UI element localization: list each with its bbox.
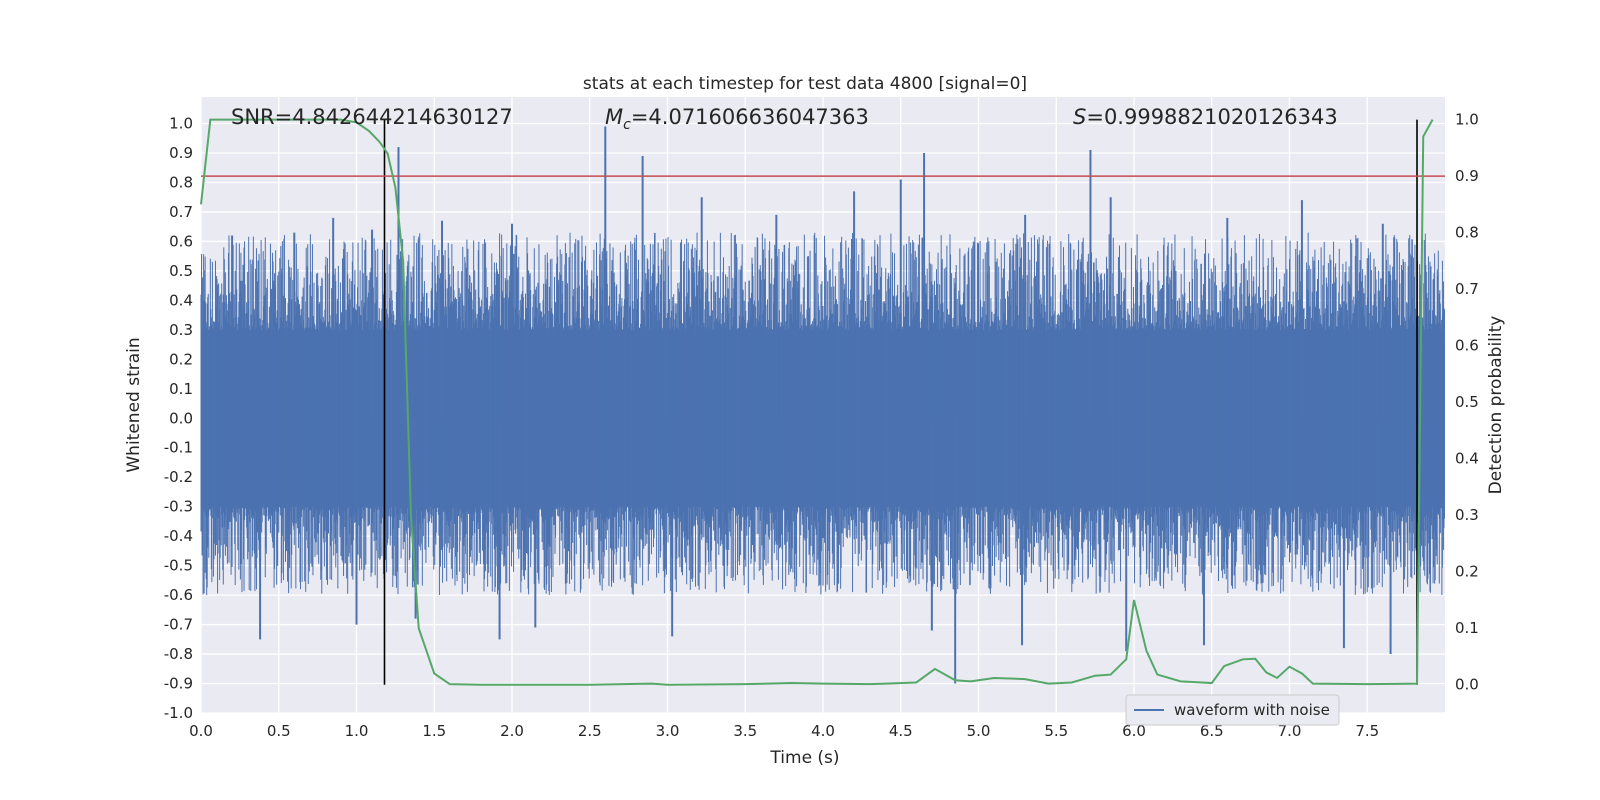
y-left-tick-label: 0.4 — [169, 291, 193, 309]
y-left-tick-label: 0.3 — [169, 321, 193, 339]
x-tick-label: 6.0 — [1122, 722, 1146, 740]
y-right-tick-label: 0.0 — [1455, 676, 1479, 694]
legend-box — [1125, 694, 1340, 726]
vertical-markers — [383, 119, 1418, 685]
y-right-tick-label: 0.2 — [1455, 563, 1479, 581]
x-tick-label: 7.0 — [1278, 722, 1302, 740]
y-left-tick-label: -0.9 — [164, 675, 193, 693]
x-tick-label: 2.5 — [578, 722, 602, 740]
x-tick-label: 5.5 — [1044, 722, 1068, 740]
legend: waveform with noise — [1125, 694, 1340, 726]
y-left-tick-label: -0.1 — [164, 439, 193, 457]
y-left-tick-label: 0.7 — [169, 203, 193, 221]
y-left-tick-label: -0.4 — [164, 527, 193, 545]
x-axis-label: Time (s) — [769, 748, 839, 768]
y-left-tick-label: 0.8 — [169, 173, 193, 191]
y-right-tick-label: 0.8 — [1455, 224, 1479, 242]
y-right-tick-label: 0.3 — [1455, 506, 1479, 524]
y-left-tick-label: 0.0 — [169, 409, 193, 427]
y-left-axis-label: Whitened strain — [124, 337, 144, 472]
x-tick-labels: 0.0 0.5 1.0 1.5 2.0 2.5 3.0 3.5 4.0 4.5 5.0 5.5 6.0 6… — [189, 722, 1379, 740]
x-tick-label: 6.5 — [1200, 722, 1224, 740]
y-left-tick-label: -1.0 — [164, 704, 193, 722]
x-tick-label: 4.0 — [811, 722, 835, 740]
chirp-mass-annotation: Mc=4.071606636047363 — [605, 105, 869, 133]
legend-label-waveform: waveform with noise — [1174, 701, 1330, 719]
y-right-tick-label: 0.1 — [1455, 619, 1479, 637]
y-left-tick-label: 1.0 — [169, 115, 193, 133]
x-tick-label: 3.5 — [733, 722, 757, 740]
x-tick-label: 0.5 — [267, 722, 291, 740]
s-annotation: S=0.9998821020126343 — [1073, 105, 1338, 129]
y-left-tick-label: 0.1 — [169, 380, 193, 398]
y-left-tick-label: 0.5 — [169, 262, 193, 280]
snr-annotation: SNR=4.842644214630127 — [231, 105, 513, 129]
y-right-axis-label: Detection probability — [1486, 316, 1506, 495]
y-left-tick-label: -0.3 — [164, 498, 193, 516]
y-left-tick-label: -0.5 — [164, 557, 193, 575]
chirp-mass-subscript: c — [623, 117, 631, 133]
chirp-mass-symbol: M — [605, 105, 623, 129]
x-tick-label: 2.0 — [500, 722, 524, 740]
y-right-tick-label: 0.6 — [1455, 337, 1479, 355]
y-right-tick-label: 0.7 — [1455, 280, 1479, 298]
y-right-tick-labels: 1.0 0.9 0.8 0.7 0.6 0.5 0.4 0.3 0.2 0.1 0.0 — [1455, 111, 1479, 694]
probability-series-line — [200, 118, 1434, 686]
x-tick-label: 3.0 — [656, 722, 680, 740]
y-left-tick-label: -0.2 — [164, 468, 193, 486]
y-left-tick-labels: 1.0 0.9 0.8 0.7 0.6 0.5 0.4 0.3 0.2 0.1 0.0 -0.1 -0.… — [164, 115, 193, 722]
y-left-tick-label: -0.7 — [164, 616, 193, 634]
waveform-series — [200, 126, 1445, 684]
s-value: =0.9998821020126343 — [1086, 105, 1337, 129]
y-left-tick-label: 0.2 — [169, 350, 193, 368]
x-tick-label: 4.5 — [889, 722, 913, 740]
y-left-tick-label: 0.6 — [169, 232, 193, 250]
x-tick-label: 7.5 — [1355, 722, 1379, 740]
y-right-tick-label: 0.9 — [1455, 167, 1479, 185]
x-tick-label: 1.0 — [345, 722, 369, 740]
y-left-tick-label: -0.8 — [164, 645, 193, 663]
y-left-tick-label: 0.9 — [169, 144, 193, 162]
chart-title: stats at each timestep for test data 480… — [583, 74, 1027, 94]
s-symbol: S — [1073, 105, 1086, 129]
chirp-mass-value: =4.071606636047363 — [631, 105, 869, 129]
x-tick-label: 5.0 — [967, 722, 991, 740]
y-right-tick-label: 0.4 — [1455, 450, 1479, 468]
x-tick-label: 1.5 — [422, 722, 446, 740]
y-right-tick-label: 0.5 — [1455, 393, 1479, 411]
y-left-tick-label: -0.6 — [164, 586, 193, 604]
y-right-tick-label: 1.0 — [1455, 111, 1479, 129]
x-tick-label: 0.0 — [189, 722, 213, 740]
